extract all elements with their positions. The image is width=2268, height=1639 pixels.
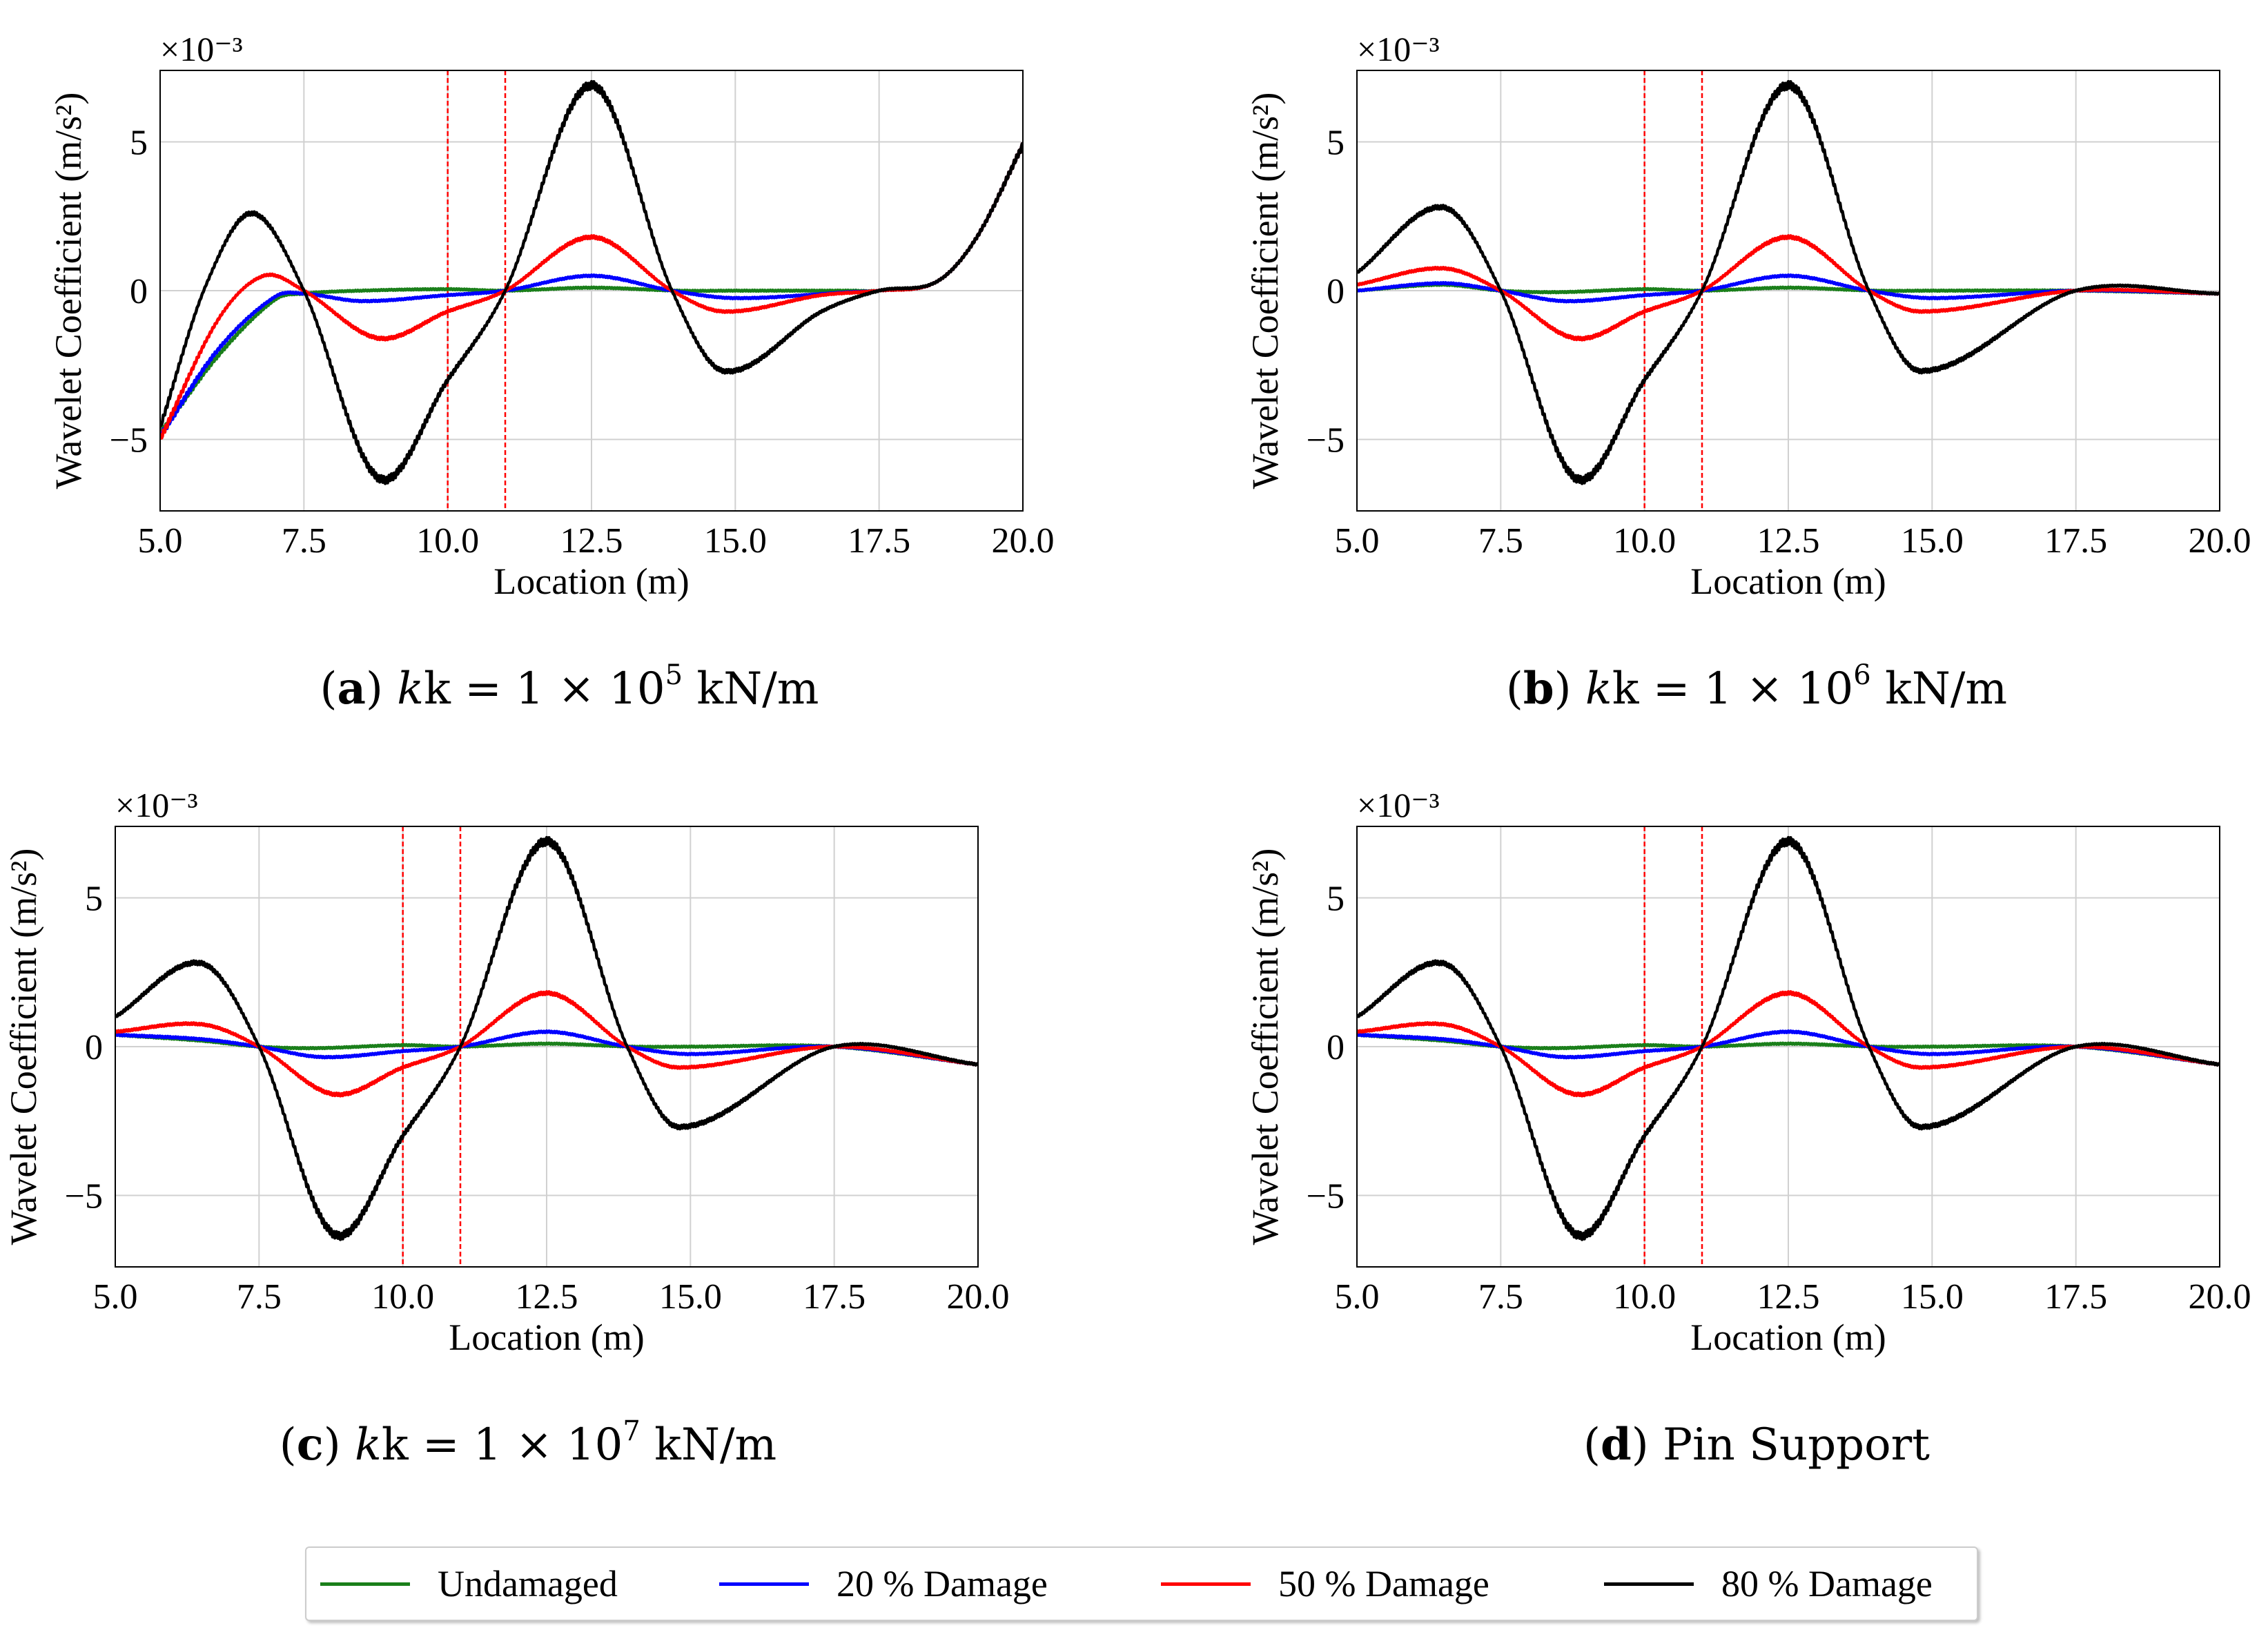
x-tick-label-d-4: 15.0 — [1901, 1277, 1964, 1317]
x-tick-label-c-0: 5.0 — [93, 1277, 138, 1317]
caption-b-exp: 6 — [1853, 659, 1871, 691]
legend-swatch-80-damage — [1604, 1582, 1694, 1586]
y-tick-label-c-0: −5 — [65, 1177, 103, 1216]
caption-d: (d) Pin Support — [1583, 1419, 1930, 1471]
y-tick-label-b-2: 5 — [1327, 123, 1345, 162]
x-tick-label-a-3: 12.5 — [560, 521, 623, 561]
y-axis-label-b: Wavelet Coefficient (m/s²) — [1244, 93, 1286, 489]
caption-c-text: k = 1 × 10 — [381, 1419, 623, 1471]
x-tick-label-b-5: 17.5 — [2044, 521, 2107, 561]
y-tick-label-c-1: 0 — [85, 1028, 103, 1067]
y-scale-label-c: ×10⁻³ — [115, 786, 198, 824]
legend-item-80-damage: 80 % Damage — [1604, 1548, 1933, 1620]
panel-a: 5.0 7.5 10.0 12.5 15.0 17.5 20.0 −5 0 5 ×10⁻³ Locat… — [48, 30, 1055, 602]
caption-b-unit: kN/m — [1870, 663, 2008, 715]
y-tick-label-d-0: −5 — [1307, 1177, 1345, 1216]
y-tick-label-a-0: −5 — [110, 421, 148, 460]
series-d-80-damage — [1357, 835, 2220, 1241]
y-scale-label-d: ×10⁻³ — [1357, 786, 1440, 824]
caption-c-unit: kN/m — [640, 1419, 777, 1471]
legend-item-20-damage: 20 % Damage — [719, 1548, 1048, 1620]
x-axis-label-d: Location (m) — [1690, 1317, 1886, 1358]
x-tick-label-a-1: 7.5 — [282, 521, 326, 561]
caption-b-label: b — [1523, 663, 1554, 715]
x-tick-label-c-4: 15.0 — [659, 1277, 722, 1317]
caption-b: (b) kk = 1 × 106 kN/m — [1505, 659, 2008, 715]
x-axis-label-b: Location (m) — [1690, 561, 1886, 602]
y-axis-label-a: Wavelet Coefficient (m/s²) — [48, 93, 89, 489]
panel-c: 5.0 7.5 10.0 12.5 15.0 17.5 20.0 −5 0 5 ×10⁻³ Locat… — [3, 786, 1010, 1358]
series-a-80-damage — [160, 79, 1023, 485]
legend-label-undamaged: Undamaged — [438, 1563, 618, 1604]
plot-frame-d — [1356, 826, 2220, 1268]
x-tick-label-c-3: 12.5 — [516, 1277, 578, 1317]
caption-a-exp: 5 — [665, 659, 683, 691]
x-tick-label-c-2: 10.0 — [371, 1277, 434, 1317]
legend: Undamaged 20 % Damage 50 % Damage 80 % D… — [305, 1546, 1978, 1621]
legend-label-50-damage: 50 % Damage — [1278, 1563, 1489, 1604]
x-tick-label-d-6: 20.0 — [2189, 1277, 2251, 1317]
x-tick-label-b-2: 10.0 — [1613, 521, 1676, 561]
plot-frame-b — [1356, 70, 2220, 512]
caption-a-label: a — [337, 663, 366, 715]
caption-c: (c) kk = 1 × 107 kN/m — [279, 1415, 777, 1471]
caption-a-text: k = 1 × 10 — [424, 663, 665, 715]
x-tick-label-b-6: 20.0 — [2189, 521, 2251, 561]
caption-d-label: d — [1600, 1419, 1632, 1471]
caption-b-text: k = 1 × 10 — [1612, 663, 1854, 715]
y-axis-label-c: Wavelet Coefficient (m/s²) — [3, 848, 44, 1245]
x-tick-label-b-3: 12.5 — [1757, 521, 1820, 561]
y-scale-label-a: ×10⁻³ — [160, 30, 243, 68]
y-tick-label-b-1: 0 — [1327, 272, 1345, 311]
x-tick-label-d-3: 12.5 — [1757, 1277, 1820, 1317]
x-tick-label-c-6: 20.0 — [947, 1277, 1010, 1317]
y-tick-label-c-2: 5 — [85, 879, 103, 918]
x-tick-label-a-2: 10.0 — [416, 521, 479, 561]
x-tick-label-a-4: 15.0 — [704, 521, 767, 561]
caption-c-exp: 7 — [623, 1415, 641, 1447]
y-tick-label-d-1: 0 — [1327, 1028, 1345, 1067]
legend-swatch-50-damage — [1161, 1582, 1251, 1586]
plot-frame-c — [115, 826, 979, 1268]
legend-label-20-damage: 20 % Damage — [837, 1563, 1048, 1604]
legend-swatch-undamaged — [320, 1582, 410, 1586]
caption-d-text: Pin Support — [1663, 1419, 1930, 1471]
caption-c-label: c — [296, 1419, 324, 1471]
x-tick-label-b-1: 7.5 — [1478, 521, 1523, 561]
series-b-80-damage — [1357, 79, 2220, 485]
x-axis-label-c: Location (m) — [449, 1317, 644, 1358]
x-tick-label-a-6: 20.0 — [992, 521, 1055, 561]
legend-item-50-damage: 50 % Damage — [1161, 1548, 1489, 1620]
legend-label-80-damage: 80 % Damage — [1721, 1563, 1933, 1604]
x-tick-label-d-2: 10.0 — [1613, 1277, 1676, 1317]
y-tick-label-d-2: 5 — [1327, 879, 1345, 918]
y-tick-label-a-2: 5 — [130, 123, 148, 162]
panel-b: 5.0 7.5 10.0 12.5 15.0 17.5 20.0 −5 0 5 ×10⁻³ Locat… — [1244, 30, 2251, 602]
y-tick-label-b-0: −5 — [1307, 421, 1345, 460]
x-tick-label-d-5: 17.5 — [2044, 1277, 2107, 1317]
x-tick-label-a-0: 5.0 — [138, 521, 183, 561]
caption-a: (a) kk = 1 × 105 kN/m — [320, 659, 819, 715]
x-axis-label-a: Location (m) — [493, 561, 689, 602]
panel-d: 5.0 7.5 10.0 12.5 15.0 17.5 20.0 −5 0 5 ×10⁻³ Locat… — [1244, 786, 2251, 1358]
legend-item-undamaged: Undamaged — [320, 1548, 618, 1620]
y-tick-label-a-1: 0 — [130, 272, 148, 311]
x-tick-label-b-4: 15.0 — [1901, 521, 1964, 561]
legend-swatch-20-damage — [719, 1582, 809, 1586]
y-scale-label-b: ×10⁻³ — [1357, 30, 1440, 68]
caption-a-unit: kN/m — [683, 663, 819, 715]
series-c-80-damage — [115, 835, 978, 1241]
x-tick-label-a-5: 17.5 — [848, 521, 910, 561]
x-tick-label-d-0: 5.0 — [1335, 1277, 1380, 1317]
x-tick-label-c-1: 7.5 — [237, 1277, 282, 1317]
x-tick-label-d-1: 7.5 — [1478, 1277, 1523, 1317]
x-tick-label-c-5: 17.5 — [803, 1277, 866, 1317]
plot-frame-a — [159, 70, 1024, 512]
x-tick-label-b-0: 5.0 — [1335, 521, 1380, 561]
y-axis-label-d: Wavelet Coefficient (m/s²) — [1244, 848, 1286, 1245]
